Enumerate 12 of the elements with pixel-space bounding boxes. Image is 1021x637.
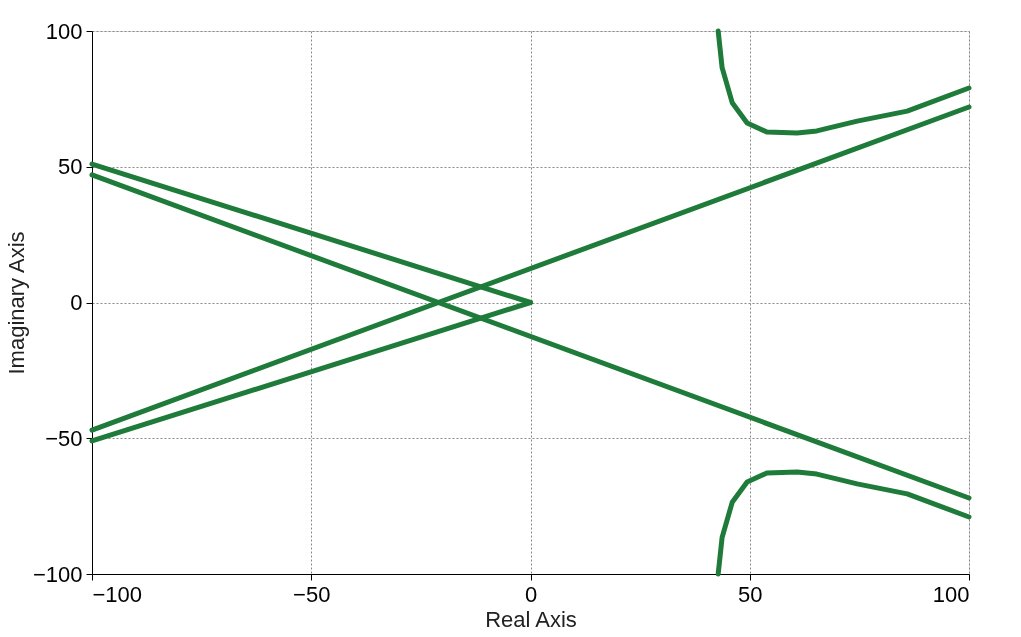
x-tick-label: 50 [738,581,763,607]
x-tick-label: −50 [293,581,331,607]
y-tick-label: 0 [70,290,83,315]
y-tick-label: −100 [32,561,83,587]
x-axis-title: Real Axis [485,606,577,632]
x-tick-label: −100 [92,581,143,607]
x-tick-label: 0 [524,581,538,607]
y-tick-label: 100 [45,18,83,44]
y-tick-label: 50 [58,154,83,180]
x-tick-label: 100 [932,581,970,607]
y-axis-title: Imaginary Axis [3,231,29,375]
y-tick-label: −50 [45,425,83,451]
